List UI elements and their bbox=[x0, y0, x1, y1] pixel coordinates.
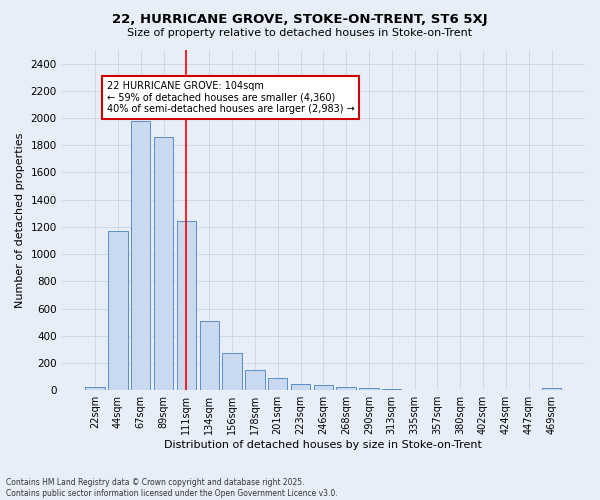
Bar bbox=[314, 385, 333, 390]
Text: 22, HURRICANE GROVE, STOKE-ON-TRENT, ST6 5XJ: 22, HURRICANE GROVE, STOKE-ON-TRENT, ST6… bbox=[112, 12, 488, 26]
Bar bbox=[131, 121, 151, 390]
Bar bbox=[154, 137, 173, 390]
Bar bbox=[245, 370, 265, 390]
X-axis label: Distribution of detached houses by size in Stoke-on-Trent: Distribution of detached houses by size … bbox=[164, 440, 482, 450]
Bar bbox=[382, 389, 401, 390]
Bar bbox=[85, 387, 105, 390]
Text: Size of property relative to detached houses in Stoke-on-Trent: Size of property relative to detached ho… bbox=[127, 28, 473, 38]
Bar bbox=[359, 388, 379, 390]
Bar bbox=[268, 378, 287, 390]
Bar bbox=[223, 353, 242, 390]
Bar bbox=[200, 321, 219, 390]
Bar bbox=[108, 231, 128, 390]
Bar bbox=[542, 388, 561, 390]
Bar bbox=[291, 384, 310, 390]
Text: Contains HM Land Registry data © Crown copyright and database right 2025.
Contai: Contains HM Land Registry data © Crown c… bbox=[6, 478, 338, 498]
Text: 22 HURRICANE GROVE: 104sqm
← 59% of detached houses are smaller (4,360)
40% of s: 22 HURRICANE GROVE: 104sqm ← 59% of deta… bbox=[107, 82, 355, 114]
Bar bbox=[177, 222, 196, 390]
Y-axis label: Number of detached properties: Number of detached properties bbox=[15, 132, 25, 308]
Bar bbox=[337, 388, 356, 390]
